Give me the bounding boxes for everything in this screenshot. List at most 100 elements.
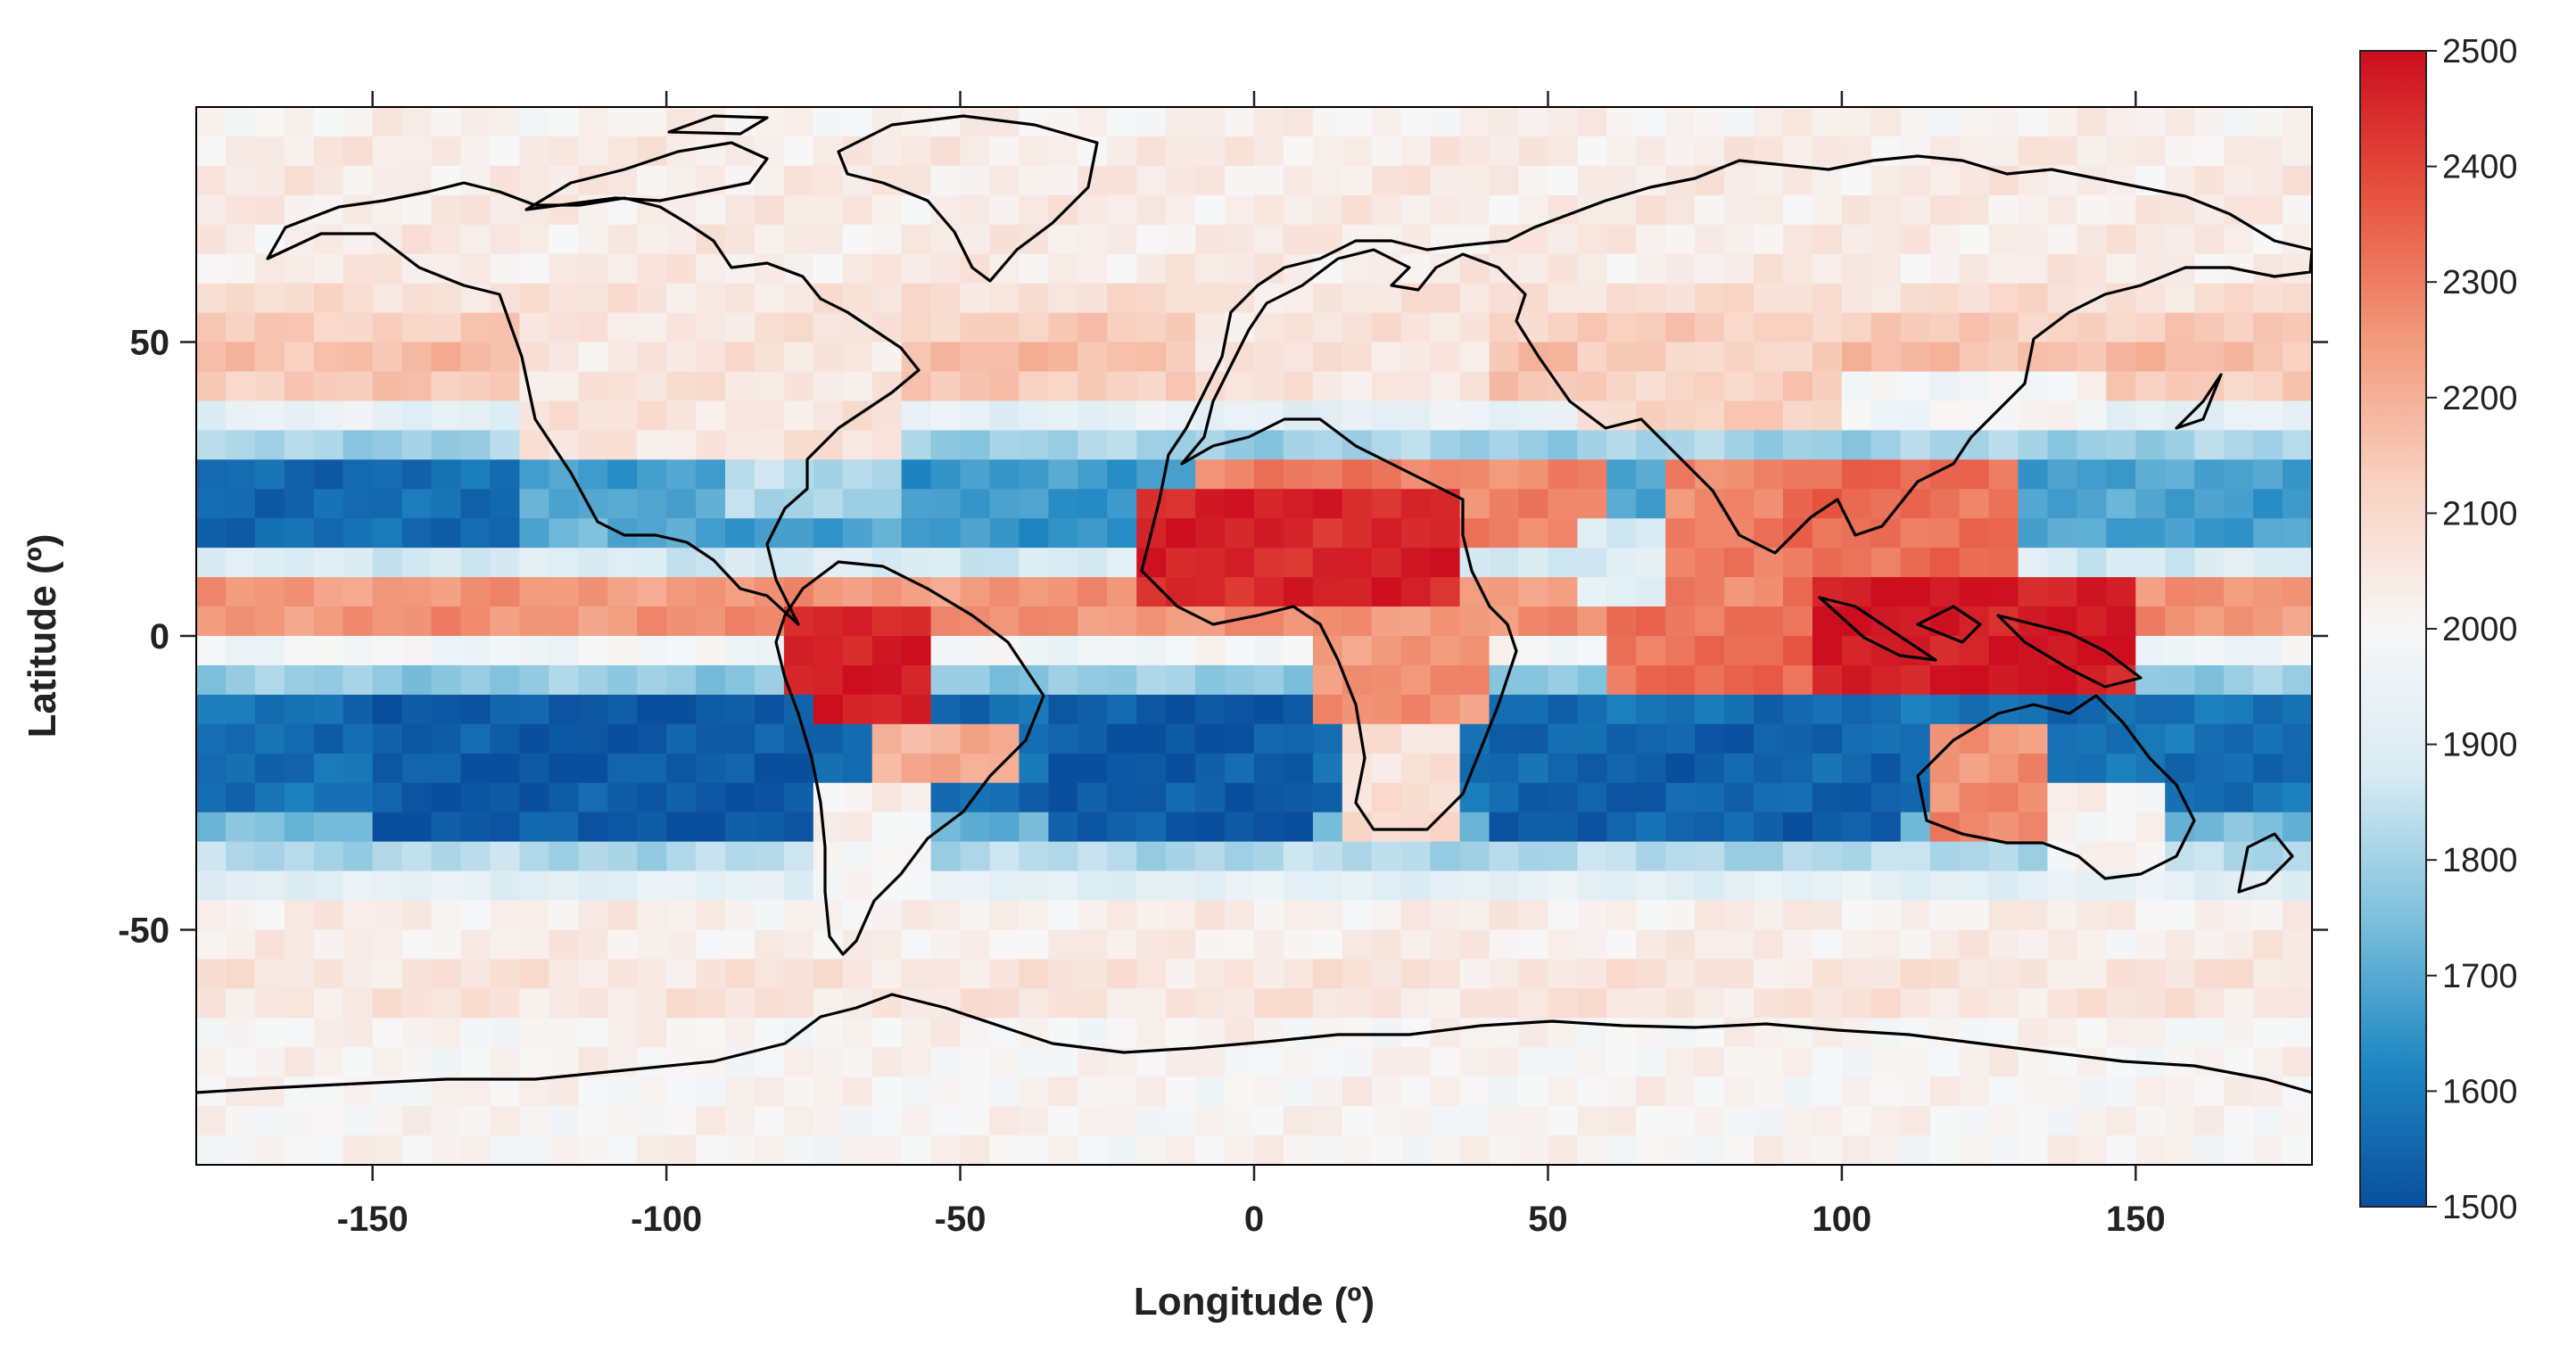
heatmap-cell bbox=[401, 782, 433, 813]
heatmap-cell bbox=[1166, 723, 1196, 755]
heatmap-cell bbox=[930, 723, 962, 755]
heatmap-cell bbox=[1166, 371, 1196, 402]
heatmap-cell bbox=[2047, 1106, 2078, 1136]
x-tick-label: 150 bbox=[2106, 1200, 2166, 1239]
heatmap-cell bbox=[490, 489, 520, 519]
heatmap-cell bbox=[343, 136, 374, 167]
heatmap-cell bbox=[284, 1047, 315, 1077]
heatmap-cell bbox=[960, 1047, 991, 1077]
heatmap-cell bbox=[1077, 371, 1108, 402]
heatmap-cell bbox=[1518, 136, 1549, 167]
heatmap-cell bbox=[1195, 1106, 1226, 1136]
heatmap-cell bbox=[1400, 312, 1432, 343]
heatmap-cell bbox=[1400, 929, 1432, 960]
heatmap-cell bbox=[1959, 988, 1990, 1019]
heatmap-cell bbox=[1724, 812, 1754, 843]
heatmap-cell bbox=[254, 812, 285, 843]
heatmap-cell bbox=[1312, 1047, 1343, 1077]
heatmap-cell bbox=[1136, 136, 1167, 167]
heatmap-cell bbox=[1959, 194, 1990, 226]
heatmap-cell bbox=[1841, 841, 1872, 872]
heatmap-cell bbox=[549, 988, 579, 1019]
heatmap-cell bbox=[1254, 723, 1284, 755]
heatmap-cell bbox=[2283, 548, 2312, 578]
heatmap-cell bbox=[989, 723, 1020, 755]
heatmap-cell bbox=[2283, 841, 2312, 872]
heatmap-cell bbox=[1695, 136, 1725, 167]
heatmap-cell bbox=[284, 577, 315, 607]
heatmap-cell bbox=[2165, 430, 2195, 460]
heatmap-cell bbox=[1459, 870, 1490, 902]
heatmap-cell bbox=[1166, 283, 1196, 314]
heatmap-cell bbox=[1077, 723, 1108, 755]
heatmap-cell bbox=[1430, 870, 1461, 902]
colorbar bbox=[2359, 50, 2427, 1208]
heatmap-cell bbox=[637, 870, 667, 902]
heatmap-cell bbox=[254, 165, 285, 196]
heatmap-cell bbox=[1606, 1106, 1637, 1136]
heatmap-cell bbox=[1195, 136, 1226, 167]
heatmap-cell bbox=[431, 459, 462, 490]
heatmap-cell bbox=[313, 577, 344, 607]
heatmap-cell bbox=[1606, 312, 1637, 343]
heatmap-cell bbox=[1929, 283, 1961, 314]
heatmap-cell bbox=[1254, 371, 1284, 402]
heatmap-cell bbox=[1988, 812, 2019, 843]
heatmap-cell bbox=[1107, 1135, 1137, 1165]
heatmap-cell bbox=[1489, 1047, 1520, 1077]
heatmap-cell bbox=[225, 224, 256, 255]
heatmap-cell bbox=[431, 1047, 462, 1077]
heatmap-cell bbox=[1107, 107, 1137, 137]
heatmap-cell bbox=[225, 1106, 256, 1136]
heatmap-cell bbox=[1929, 430, 1961, 460]
heatmap-cell bbox=[1548, 577, 1578, 607]
heatmap-cell bbox=[1400, 636, 1432, 666]
heatmap-cell bbox=[1136, 430, 1167, 460]
heatmap-cell bbox=[1136, 870, 1167, 902]
heatmap-cell bbox=[783, 165, 814, 196]
heatmap-cell bbox=[1518, 929, 1549, 960]
heatmap-cell bbox=[1077, 430, 1108, 460]
heatmap-cell bbox=[725, 1018, 755, 1048]
heatmap-cell bbox=[2018, 929, 2049, 960]
heatmap-cell bbox=[1812, 929, 1843, 960]
heatmap-cell bbox=[1048, 312, 1078, 343]
heatmap-cell bbox=[254, 518, 285, 549]
heatmap-cell bbox=[1606, 664, 1637, 696]
heatmap-cell bbox=[1929, 1047, 1961, 1077]
heatmap-cell bbox=[1430, 577, 1461, 607]
heatmap-cell bbox=[1959, 577, 1990, 607]
heatmap-cell bbox=[343, 107, 374, 137]
heatmap-cell bbox=[666, 812, 697, 843]
heatmap-cell bbox=[754, 753, 785, 784]
heatmap-cell bbox=[401, 371, 433, 402]
heatmap-cell bbox=[1283, 723, 1314, 755]
heatmap-cell bbox=[2106, 489, 2136, 519]
heatmap-cell bbox=[196, 224, 227, 255]
y-axis-title: Latitude (º) bbox=[21, 534, 64, 738]
heatmap-cell bbox=[1577, 870, 1607, 902]
heatmap-cell bbox=[1283, 430, 1314, 460]
heatmap-cell bbox=[401, 1106, 433, 1136]
heatmap-cell bbox=[1019, 1135, 1049, 1165]
heatmap-cell bbox=[343, 1135, 374, 1165]
heatmap-cell bbox=[1371, 342, 1402, 373]
heatmap-cell bbox=[1254, 959, 1284, 989]
heatmap-cell bbox=[254, 430, 285, 460]
heatmap-cell bbox=[1636, 988, 1666, 1019]
heatmap-cell bbox=[2047, 577, 2078, 607]
heatmap-cell bbox=[401, 489, 433, 519]
heatmap-cell bbox=[1636, 812, 1666, 843]
heatmap-cell bbox=[1048, 136, 1078, 167]
heatmap-cell bbox=[431, 782, 462, 813]
heatmap-cell bbox=[960, 342, 991, 373]
heatmap-cell bbox=[1870, 636, 1902, 666]
heatmap-cell bbox=[637, 1077, 667, 1107]
heatmap-cell bbox=[1048, 1106, 1078, 1136]
heatmap-cell bbox=[1548, 988, 1578, 1019]
heatmap-cell bbox=[2076, 136, 2107, 167]
heatmap-cell bbox=[2165, 929, 2195, 960]
heatmap-cell bbox=[1548, 518, 1578, 549]
heatmap-cell bbox=[1900, 723, 1931, 755]
heatmap-cell bbox=[1870, 342, 1902, 373]
